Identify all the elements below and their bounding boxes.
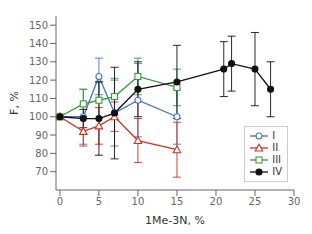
svg-text:140: 140	[29, 38, 48, 49]
html-text:IV: IV	[272, 166, 282, 177]
svg-text:30: 30	[288, 196, 301, 207]
svg-text:110: 110	[29, 93, 48, 104]
svg-text:15: 15	[171, 196, 184, 207]
svg-text:25: 25	[249, 196, 262, 207]
svg-text:130: 130	[29, 56, 48, 67]
html-text:II: II	[272, 142, 279, 153]
svg-text:10: 10	[132, 196, 145, 207]
html-text:III: III	[272, 154, 282, 165]
svg-text:20: 20	[210, 196, 223, 207]
svg-text:F, %: F, %	[8, 91, 21, 115]
svg-text:90: 90	[35, 130, 48, 141]
svg-text:120: 120	[29, 75, 48, 86]
svg-text:0: 0	[57, 196, 63, 207]
svg-text:100: 100	[29, 111, 48, 122]
svg-text:1Me-3N, %: 1Me-3N, %	[145, 214, 205, 226]
svg-text:70: 70	[35, 166, 48, 177]
svg-text:150: 150	[29, 20, 48, 31]
svg-text:80: 80	[35, 148, 48, 159]
html-text:I: I	[272, 130, 276, 141]
svg-text:5: 5	[96, 196, 102, 207]
